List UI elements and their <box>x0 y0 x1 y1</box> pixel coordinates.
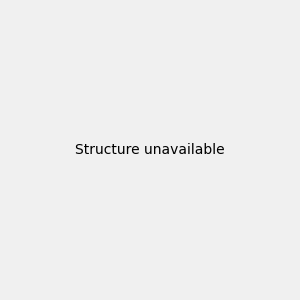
Text: Structure unavailable: Structure unavailable <box>75 143 225 157</box>
